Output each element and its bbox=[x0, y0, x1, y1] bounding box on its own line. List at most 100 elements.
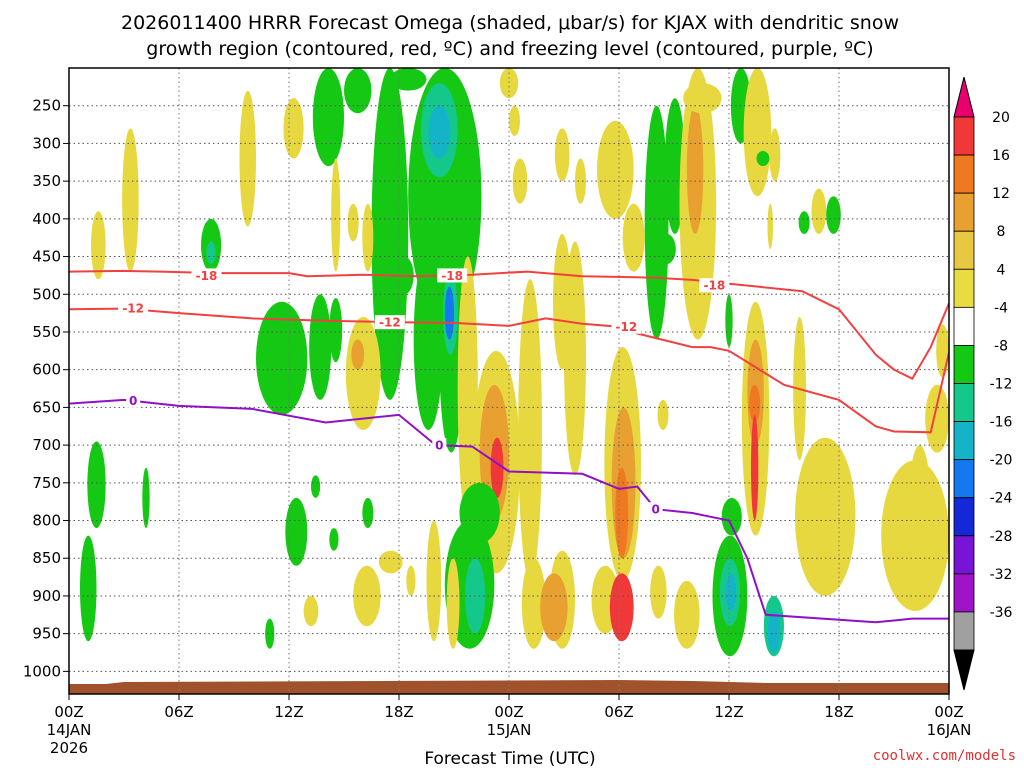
omega-cell-31 bbox=[769, 128, 781, 182]
y-tick-label-850: 850 bbox=[32, 549, 61, 567]
contour-label-4: -12 bbox=[379, 316, 401, 330]
colorbar: 20 16 12 8 4 -4 -8 -12 -16 -20 -24 -28 -32 -36 bbox=[953, 76, 1013, 691]
omega-cell-70 bbox=[925, 384, 949, 453]
colorbar-seg-4 bbox=[953, 268, 975, 308]
x-tick-label-3: 18Z bbox=[384, 703, 413, 721]
contour-label-5: -12 bbox=[615, 320, 637, 334]
y-tick-label-900: 900 bbox=[32, 587, 61, 605]
contour-label-bg-0 bbox=[191, 268, 222, 283]
colorbar-label-5: -4 bbox=[994, 300, 1008, 316]
chart-title: 2026011400 HRRR Forecast Omega (shaded, … bbox=[121, 12, 899, 34]
y-tick-label-400: 400 bbox=[32, 210, 61, 228]
omega-cell-37 bbox=[657, 233, 676, 265]
omega-cell-81 bbox=[303, 595, 319, 627]
omega-cell-73 bbox=[80, 535, 97, 642]
omega-cell-63 bbox=[751, 414, 759, 521]
y-tick-label-300: 300 bbox=[32, 134, 61, 152]
x-tick-date-0: 14JAN bbox=[47, 721, 92, 739]
omega-cell-59 bbox=[657, 399, 669, 431]
omega-cell-22 bbox=[622, 203, 645, 272]
colorbar-seg-9 bbox=[953, 459, 975, 499]
colorbar-label-10: -24 bbox=[990, 491, 1013, 507]
x-tick-label-1: 06Z bbox=[164, 703, 193, 721]
omega-cell-30 bbox=[743, 68, 772, 197]
colorbar-label-11: -28 bbox=[990, 529, 1013, 545]
omega-cell-46 bbox=[345, 316, 381, 431]
omega-cell-12 bbox=[122, 128, 139, 272]
omega-cell-65 bbox=[721, 497, 742, 536]
colorbar-seg-2 bbox=[953, 192, 975, 232]
contour-line-2 bbox=[69, 398, 949, 624]
colorbar-label-7: -12 bbox=[990, 377, 1013, 393]
colorbar-seg-8 bbox=[953, 421, 975, 461]
omega-cell-83 bbox=[406, 565, 416, 596]
x-tick-label-7: 18Z bbox=[824, 703, 853, 721]
contour-label-1: -18 bbox=[441, 269, 463, 283]
omega-cell-28 bbox=[683, 83, 722, 114]
colorbar-label-4: 4 bbox=[997, 262, 1006, 278]
x-tick-label-0: 00Z bbox=[54, 703, 83, 721]
x-tick-label-4: 00Z bbox=[494, 703, 523, 721]
omega-cell-92 bbox=[609, 573, 634, 642]
omega-cell-84 bbox=[426, 520, 442, 642]
omega-cell-21 bbox=[597, 120, 634, 219]
contour-label-3: -12 bbox=[122, 301, 144, 315]
contour-label-8: 0 bbox=[651, 503, 659, 517]
omega-cell-32 bbox=[756, 150, 770, 167]
omega-cell-42 bbox=[444, 286, 454, 340]
colorbar-label-12: -32 bbox=[990, 567, 1013, 583]
y-tick-label-250: 250 bbox=[32, 97, 61, 115]
omega-cell-20 bbox=[575, 158, 586, 204]
x-tick-label-5: 06Z bbox=[604, 703, 633, 721]
colorbar-label-8: -16 bbox=[990, 415, 1013, 431]
colorbar-seg-13 bbox=[953, 611, 975, 651]
omega-cell-6 bbox=[344, 68, 372, 114]
y-tick-label-450: 450 bbox=[32, 248, 61, 266]
chart-title-line2: growth region (contoured, red, ºC) and f… bbox=[146, 38, 873, 60]
omega-cell-87 bbox=[446, 558, 460, 649]
x-tick-label-2: 12Z bbox=[274, 703, 303, 721]
contour-label-6: 0 bbox=[129, 394, 137, 408]
omega-cell-9 bbox=[331, 158, 341, 272]
x-tick-label-6: 12Z bbox=[714, 703, 743, 721]
omega-cell-72 bbox=[87, 441, 106, 529]
colorbar-label-6: -8 bbox=[994, 338, 1008, 354]
omega-cell-78 bbox=[362, 497, 374, 529]
x-tick-year-0: 2026 bbox=[50, 739, 88, 757]
omega-cell-90 bbox=[540, 573, 568, 642]
omega-cell-17 bbox=[509, 105, 520, 136]
colorbar-seg-5 bbox=[953, 306, 975, 346]
omega-cell-79 bbox=[378, 550, 403, 574]
contour-label-bg-5 bbox=[611, 319, 642, 334]
colorbar-label-2: 12 bbox=[992, 186, 1010, 202]
colorbar-seg-7 bbox=[953, 383, 975, 422]
contour-label-bg-1 bbox=[437, 268, 468, 283]
omega-cell-4 bbox=[428, 105, 451, 159]
y-tick-label-700: 700 bbox=[32, 436, 61, 454]
omega-cell-76 bbox=[311, 475, 321, 498]
x-tick-date-4: 15JAN bbox=[487, 721, 532, 739]
colorbar-seg-12 bbox=[953, 573, 975, 613]
omega-cell-74 bbox=[142, 467, 150, 529]
colorbar-seg-6 bbox=[953, 345, 975, 384]
colorbar-bottom-arrow bbox=[953, 649, 975, 691]
omega-cell-97 bbox=[725, 573, 737, 612]
omega-cell-80 bbox=[265, 618, 275, 649]
omega-cell-77 bbox=[329, 528, 339, 551]
x-tick-date-8: 16JAN bbox=[927, 721, 972, 739]
omega-cell-2 bbox=[389, 68, 427, 91]
omega-cell-11 bbox=[362, 203, 374, 272]
omega-cell-88 bbox=[521, 558, 546, 649]
colorbar-seg-1 bbox=[953, 154, 975, 194]
omega-shading bbox=[80, 68, 949, 657]
omega-cell-99 bbox=[767, 611, 781, 653]
colorbar-seg-10 bbox=[953, 497, 975, 537]
omega-cell-58 bbox=[615, 467, 629, 559]
contour-labels: -18 -18 -18 -12 -12 -12 0 0 0 bbox=[118, 268, 730, 517]
omega-cell-47 bbox=[351, 339, 365, 370]
omega-cell-94 bbox=[674, 580, 700, 649]
colorbar-label-0: 20 bbox=[992, 110, 1010, 126]
contour-label-bg-3 bbox=[118, 300, 149, 315]
y-tick-label-600: 600 bbox=[32, 361, 61, 379]
